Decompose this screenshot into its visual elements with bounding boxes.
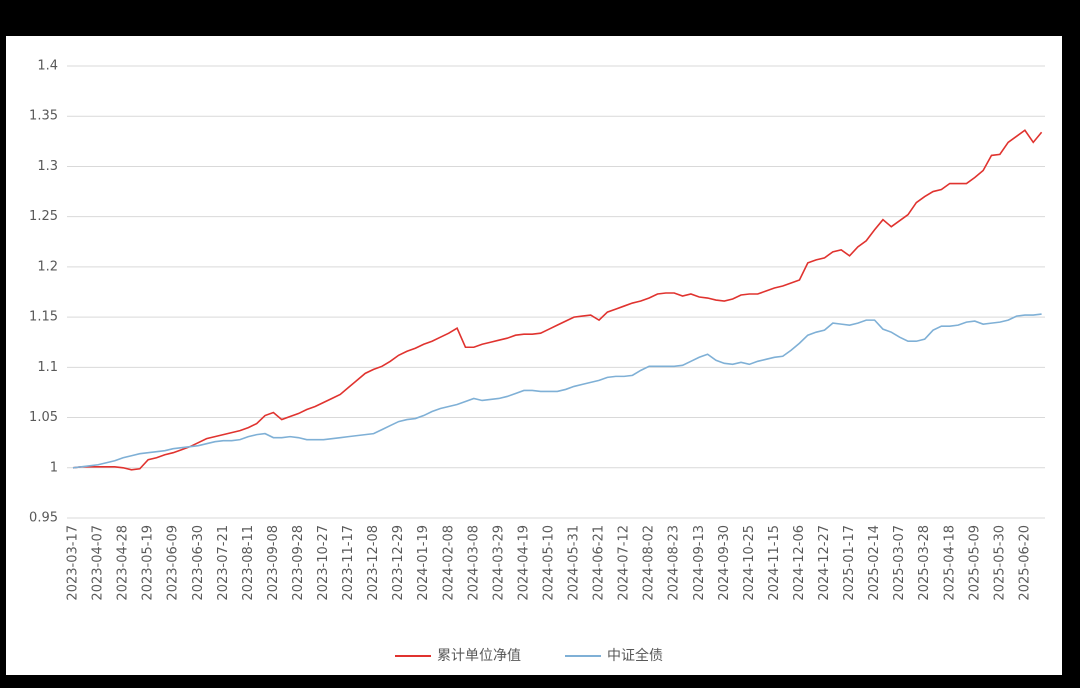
x-tick-label: 2025-03-28 <box>917 525 932 601</box>
y-tick-label: 1 <box>50 460 58 475</box>
x-tick-label: 2025-04-18 <box>942 525 957 601</box>
x-tick-label: 2023-07-21 <box>216 525 231 601</box>
x-tick-label: 2024-09-30 <box>717 525 732 601</box>
x-tick-label: 2025-05-09 <box>967 525 982 601</box>
x-tick-label: 2023-05-19 <box>141 525 156 601</box>
x-tick-label: 2024-08-02 <box>642 525 657 601</box>
x-tick-label: 2023-09-08 <box>266 525 281 601</box>
series-line <box>72 129 1043 471</box>
x-tick-label: 2023-11-17 <box>341 525 356 601</box>
y-tick-label: 1.25 <box>29 209 58 224</box>
x-tick-label: 2023-04-07 <box>91 525 106 601</box>
x-tick-label: 2024-04-19 <box>516 525 531 601</box>
series-line <box>72 313 1042 469</box>
x-tick-label: 2024-06-21 <box>592 525 607 601</box>
legend-label: 中证全债 <box>607 647 663 664</box>
x-tick-label: 2025-05-30 <box>992 525 1007 601</box>
x-tick-label: 2023-06-09 <box>166 525 181 601</box>
y-tick-label: 1.4 <box>37 59 58 74</box>
x-tick-label: 2023-09-28 <box>291 525 306 601</box>
x-tick-label: 2025-01-17 <box>842 525 857 601</box>
x-tick-label: 2024-05-10 <box>541 525 556 601</box>
x-tick-label: 2023-12-29 <box>391 525 406 601</box>
x-tick-label: 2024-12-27 <box>817 525 832 601</box>
x-tick-label: 2024-12-06 <box>792 525 807 601</box>
chart-area <box>6 36 1062 675</box>
y-tick-label: 1.2 <box>37 259 58 274</box>
x-tick-label: 2023-10-27 <box>316 525 331 601</box>
y-tick-label: 0.95 <box>29 511 58 526</box>
x-tick-label: 2024-01-19 <box>416 525 431 601</box>
y-tick-label: 1.15 <box>29 310 58 325</box>
x-tick-label: 2024-03-08 <box>466 525 481 601</box>
x-tick-label: 2025-03-07 <box>892 525 907 601</box>
legend-label: 累计单位净值 <box>437 648 521 664</box>
y-tick-label: 1.05 <box>29 410 58 425</box>
x-tick-label: 2024-07-12 <box>617 525 632 601</box>
x-tick-label: 2025-06-20 <box>1017 525 1032 601</box>
x-tick-label: 2024-05-31 <box>567 525 582 601</box>
x-tick-label: 2024-09-13 <box>692 525 707 601</box>
x-tick-label: 2024-11-15 <box>767 525 782 601</box>
x-tick-label: 2023-06-30 <box>191 525 206 601</box>
x-tick-label: 2024-08-23 <box>667 525 682 601</box>
x-tick-label: 2023-12-08 <box>366 525 381 601</box>
x-tick-label: 2024-10-25 <box>742 525 757 601</box>
x-tick-label: 2023-03-17 <box>66 525 81 601</box>
y-tick-label: 1.35 <box>29 109 58 124</box>
x-tick-label: 2023-08-11 <box>241 525 256 601</box>
y-tick-label: 1.1 <box>37 360 58 375</box>
x-tick-label: 2023-04-28 <box>116 525 131 601</box>
x-tick-label: 2024-03-29 <box>491 525 506 601</box>
x-tick-label: 2025-02-14 <box>867 525 882 601</box>
y-tick-label: 1.3 <box>37 159 58 174</box>
x-tick-label: 2024-02-08 <box>441 525 456 601</box>
